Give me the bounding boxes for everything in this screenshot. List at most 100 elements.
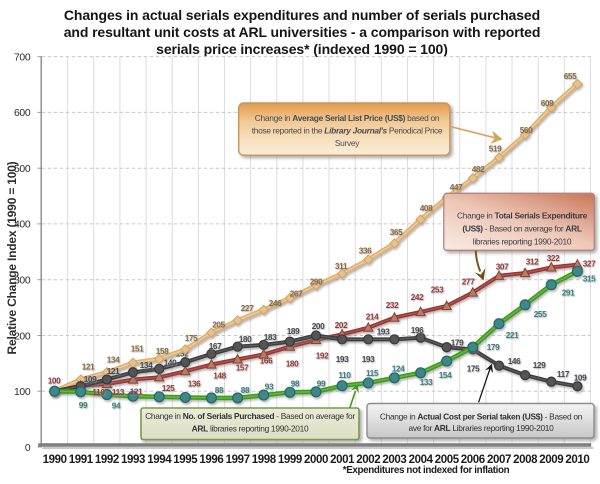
- svg-text:214: 214: [366, 313, 379, 322]
- svg-text:365: 365: [390, 228, 403, 237]
- svg-text:227: 227: [241, 304, 254, 313]
- svg-text:246: 246: [269, 299, 282, 308]
- svg-text:Relative Change Index (1990 =: Relative Change Index (1990 = 100): [5, 161, 19, 354]
- svg-text:179: 179: [487, 343, 500, 352]
- svg-text:121: 121: [130, 388, 143, 397]
- svg-text:ave for ARL Libraries reportin: ave for ARL Libraries reporting 1990-201…: [408, 423, 554, 433]
- svg-text:179: 179: [451, 339, 464, 348]
- svg-text:193: 193: [336, 355, 349, 364]
- svg-text:100: 100: [14, 387, 31, 398]
- svg-text:1993: 1993: [121, 454, 145, 466]
- svg-text:93: 93: [265, 383, 274, 392]
- svg-text:255: 255: [534, 310, 547, 319]
- svg-text:Change in No. of Serials Purch: Change in No. of Serials Purchased - Bas…: [145, 411, 355, 421]
- svg-text:267: 267: [290, 290, 303, 299]
- svg-text:192: 192: [316, 352, 329, 361]
- svg-text:232: 232: [386, 301, 399, 310]
- svg-text:408: 408: [420, 204, 433, 213]
- svg-text:148: 148: [213, 372, 226, 381]
- svg-text:166: 166: [260, 357, 273, 366]
- svg-text:Change in Average Serial List: Change in Average Serial List Price (US$…: [255, 113, 440, 123]
- svg-text:99: 99: [317, 380, 326, 389]
- svg-text:2009: 2009: [539, 454, 563, 466]
- svg-text:(US$) - Based on average for A: (US$) - Based on average for ARL: [462, 224, 582, 234]
- svg-text:291: 291: [562, 289, 575, 298]
- svg-text:2005: 2005: [435, 454, 460, 466]
- svg-text:180: 180: [239, 335, 252, 344]
- svg-text:and resultant unit costs at AR: and resultant unit costs at ARL universi…: [64, 24, 541, 40]
- svg-text:121: 121: [82, 363, 95, 372]
- svg-text:400: 400: [14, 220, 31, 231]
- svg-text:110: 110: [338, 371, 351, 380]
- svg-text:311: 311: [335, 262, 348, 271]
- svg-text:600: 600: [14, 108, 31, 119]
- svg-text:158: 158: [156, 347, 169, 356]
- svg-text:327: 327: [583, 260, 596, 269]
- svg-text:2007: 2007: [487, 454, 511, 466]
- svg-text:180: 180: [286, 360, 299, 369]
- svg-text:110: 110: [92, 388, 105, 397]
- svg-text:134: 134: [140, 361, 153, 370]
- svg-text:1995: 1995: [173, 454, 198, 466]
- svg-text:125: 125: [162, 384, 175, 393]
- svg-text:1998: 1998: [252, 454, 277, 466]
- svg-text:124: 124: [392, 365, 405, 374]
- svg-text:655: 655: [564, 72, 577, 81]
- svg-text:154: 154: [439, 371, 452, 380]
- svg-text:Change in Total Serials Expend: Change in Total Serials Expenditure: [457, 211, 588, 221]
- svg-text:189: 189: [287, 327, 300, 336]
- svg-text:2000: 2000: [304, 454, 328, 466]
- svg-text:242: 242: [411, 293, 424, 302]
- svg-text:1992: 1992: [95, 454, 119, 466]
- svg-text:193: 193: [377, 328, 390, 337]
- svg-text:1996: 1996: [199, 454, 223, 466]
- svg-text:1999: 1999: [278, 454, 302, 466]
- svg-text:2008: 2008: [513, 454, 538, 466]
- svg-text:312: 312: [526, 258, 539, 267]
- svg-text:*Expenditures not indexed for: *Expenditures not indexed for inflation: [343, 465, 510, 476]
- svg-text:Change in Actual Cost per Ser: Change in Actual Cost per Serial taken (…: [380, 411, 583, 421]
- svg-text:115: 115: [366, 369, 379, 378]
- svg-text:290: 290: [310, 278, 323, 287]
- svg-text:1991: 1991: [69, 454, 94, 466]
- svg-text:519: 519: [489, 145, 502, 154]
- svg-text:196: 196: [411, 326, 424, 335]
- svg-text:221: 221: [506, 331, 519, 340]
- svg-text:700: 700: [14, 52, 31, 63]
- svg-text:serials price increases* (inde: serials price increases* (indexed 1990 =…: [156, 41, 448, 57]
- svg-text:98: 98: [291, 380, 300, 389]
- svg-text:1997: 1997: [226, 454, 250, 466]
- svg-text:113: 113: [112, 388, 125, 397]
- svg-text:2001: 2001: [330, 454, 355, 466]
- svg-text:0: 0: [25, 443, 31, 454]
- svg-text:ARL libraries reporting 1990-2: ARL libraries reporting 1990-2010: [192, 423, 309, 433]
- svg-text:libraries reporting 1990-2010: libraries reporting 1990-2010: [473, 237, 572, 247]
- svg-text:447: 447: [450, 183, 463, 192]
- svg-text:609: 609: [541, 99, 554, 108]
- svg-text:2002: 2002: [356, 454, 380, 466]
- svg-text:121: 121: [107, 367, 120, 376]
- svg-text:100: 100: [48, 377, 61, 386]
- svg-text:183: 183: [264, 333, 277, 342]
- svg-text:322: 322: [547, 254, 560, 263]
- svg-text:109: 109: [84, 375, 97, 384]
- svg-text:Changes in actual serials expe: Changes in actual serials expenditures a…: [64, 7, 540, 23]
- svg-text:146: 146: [508, 357, 521, 366]
- svg-text:117: 117: [557, 370, 570, 379]
- svg-text:200: 200: [312, 322, 325, 331]
- svg-text:200: 200: [14, 331, 31, 342]
- svg-text:307: 307: [496, 263, 509, 272]
- svg-text:500: 500: [14, 164, 31, 175]
- svg-text:140: 140: [164, 359, 177, 368]
- svg-text:560: 560: [520, 126, 533, 135]
- svg-text:315: 315: [583, 275, 596, 284]
- svg-text:2010: 2010: [565, 454, 589, 466]
- svg-text:94: 94: [112, 402, 121, 411]
- svg-text:277: 277: [462, 278, 475, 287]
- svg-text:1990: 1990: [43, 454, 67, 466]
- svg-text:175: 175: [467, 365, 480, 374]
- svg-text:152: 152: [176, 350, 189, 359]
- svg-text:193: 193: [362, 355, 375, 364]
- svg-text:253: 253: [431, 286, 444, 295]
- svg-text:99: 99: [79, 401, 88, 410]
